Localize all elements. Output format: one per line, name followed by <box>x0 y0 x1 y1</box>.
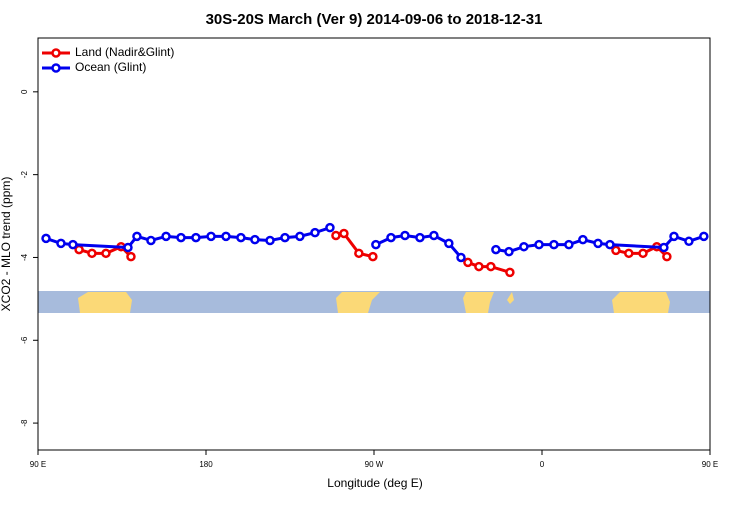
point <box>236 232 246 243</box>
point <box>400 230 410 241</box>
x-tick-label: 90 W <box>365 460 384 469</box>
point <box>605 239 615 250</box>
point <box>146 235 156 246</box>
point <box>549 239 559 250</box>
y-axis-label: XCO2 - MLO trend (ppm) <box>0 177 13 312</box>
point <box>295 231 305 242</box>
point <box>41 233 51 244</box>
point <box>519 241 529 252</box>
point <box>126 251 136 262</box>
point <box>684 236 694 247</box>
point <box>280 232 290 243</box>
point <box>699 231 709 242</box>
point <box>444 238 454 249</box>
x-tick-label: 180 <box>199 460 213 469</box>
legend-label: Ocean (Glint) <box>75 60 146 74</box>
point <box>371 239 381 250</box>
land-mask <box>38 291 710 313</box>
y-tick-label: 0 <box>20 89 29 94</box>
point <box>474 261 484 272</box>
point <box>669 231 679 242</box>
y-tick-label: -4 <box>20 253 29 261</box>
point <box>56 238 66 249</box>
y-tick-label: -2 <box>20 171 29 179</box>
point <box>504 246 514 257</box>
point <box>456 252 466 263</box>
point <box>611 245 621 256</box>
point <box>250 234 260 245</box>
x-axis-label: Longitude (deg E) <box>327 476 422 490</box>
point <box>593 238 603 249</box>
x-tick-label: 90 E <box>702 460 718 469</box>
point <box>354 248 364 259</box>
point <box>206 231 216 242</box>
point <box>429 230 439 241</box>
point <box>624 248 634 259</box>
point <box>505 267 515 278</box>
point <box>368 251 378 262</box>
point <box>87 248 97 259</box>
point <box>310 227 320 238</box>
y-tick-label: -6 <box>20 336 29 344</box>
legend-marker <box>51 63 61 73</box>
point <box>486 261 496 272</box>
x-tick-label: 0 <box>540 460 545 469</box>
point <box>386 232 396 243</box>
point <box>578 234 588 245</box>
point <box>101 248 111 259</box>
point <box>132 231 142 242</box>
chart-title: 30S-20S March (Ver 9) 2014-09-06 to 2018… <box>206 11 543 28</box>
point <box>659 242 669 253</box>
point <box>191 232 201 243</box>
point <box>638 248 648 259</box>
point <box>662 251 672 262</box>
point <box>68 239 78 250</box>
x-tick-label: 90 E <box>30 460 46 469</box>
legend-label: Land (Nadir&Glint) <box>75 45 174 59</box>
point <box>325 222 335 233</box>
point <box>564 239 574 250</box>
point <box>161 231 171 242</box>
point <box>331 230 341 241</box>
y-tick-label: -8 <box>20 419 29 427</box>
point <box>221 231 231 242</box>
legend-marker <box>51 48 61 58</box>
point <box>415 232 425 243</box>
point <box>463 257 473 268</box>
point <box>176 232 186 243</box>
point <box>339 228 349 239</box>
point <box>123 242 133 253</box>
point <box>265 235 275 246</box>
point <box>491 244 501 255</box>
point <box>534 239 544 250</box>
